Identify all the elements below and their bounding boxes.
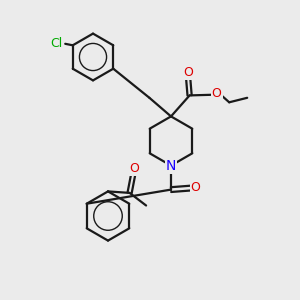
Text: O: O	[129, 162, 139, 176]
Text: N: N	[166, 159, 176, 172]
Text: O: O	[191, 181, 200, 194]
Text: Cl: Cl	[50, 37, 62, 50]
Text: O: O	[183, 66, 193, 79]
Text: O: O	[212, 87, 221, 101]
